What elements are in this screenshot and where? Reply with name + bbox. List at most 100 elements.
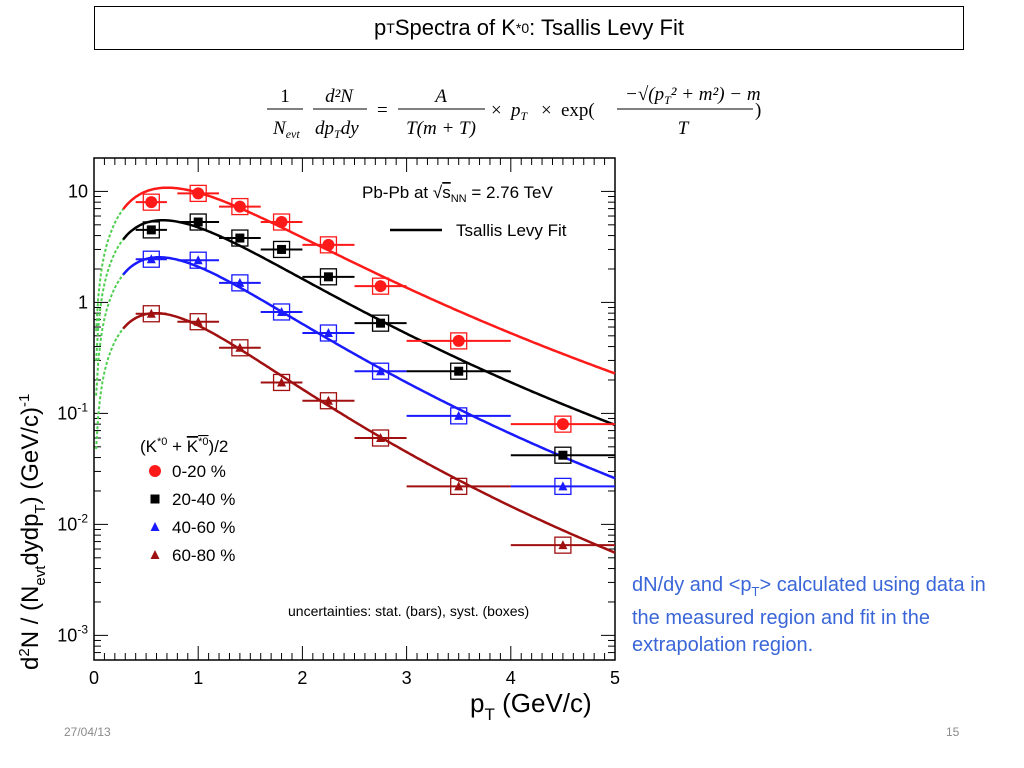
side-note-post: > calculated using data in the measured …: [632, 574, 986, 656]
legend-items: 0-20 % 20-40 % 40-60 % 60-80 %: [149, 462, 235, 565]
formula-pt: pT: [509, 100, 529, 123]
data-point: [235, 233, 245, 243]
syst-box: [272, 240, 291, 259]
syst-box: [450, 407, 468, 425]
syst-box: [231, 339, 249, 357]
y-tick-label: 10-1: [57, 400, 88, 423]
page-number: 15: [946, 725, 960, 739]
data-point: [146, 308, 156, 318]
formula-lhs-num: 1: [280, 86, 290, 107]
footer-date: 27/04/13: [64, 725, 111, 739]
syst-box: [319, 268, 338, 286]
formula-lhs-den: Nevt: [272, 118, 300, 141]
legend-label: 60-80 %: [172, 546, 235, 565]
side-note-sub: T: [751, 584, 760, 599]
data-point: [376, 318, 386, 328]
data-point: [558, 540, 568, 550]
syst-box: [554, 415, 572, 433]
syst-box: [231, 274, 249, 292]
syst-box: [142, 193, 160, 211]
legend-marker: [150, 494, 160, 504]
syst-box: [554, 536, 572, 554]
syst-box: [189, 184, 207, 203]
syst-box: [371, 429, 390, 447]
data-point: [454, 410, 464, 420]
syst-box: [231, 229, 249, 247]
data-point: [277, 244, 287, 254]
extrapolation-curve-3: [95, 325, 127, 450]
data-point: [322, 238, 335, 251]
data-point: [454, 481, 464, 491]
syst-box: [231, 197, 249, 216]
data-point: [277, 306, 287, 316]
data-point: [556, 418, 569, 431]
formula-rhs-den: T(m + T): [406, 118, 476, 139]
data-point: [374, 280, 387, 293]
side-note-pre: dN/dy and <p: [632, 574, 752, 596]
formula-times-2: ×: [541, 100, 552, 121]
syst-box: [554, 477, 572, 496]
formula-exp-num: −√(pT² + m²) − m: [625, 84, 761, 107]
legend-marker: [149, 465, 161, 477]
extrapolation-curve-1: [95, 236, 127, 361]
legend-marker: [150, 522, 160, 531]
formula-rhs-num: A: [433, 86, 447, 107]
formula-exp-den: T: [678, 118, 690, 139]
syst-box: [450, 362, 468, 380]
data-point: [452, 334, 465, 347]
title-mid: Spectra of K: [394, 15, 516, 40]
data-point: [192, 187, 205, 200]
y-tick-label: 1: [78, 292, 88, 312]
legend-title: (K*0 + K*0)/2: [140, 436, 228, 456]
data-point: [275, 216, 288, 229]
pt-spectra-chart: 0 1 2 3 4 5 10-3 10-2 10-1 1 10 Pb-Pb at √sNN = 2.…: [16, 157, 620, 724]
extrapolation-curve-2: [95, 271, 127, 396]
x-tick-label: 2: [297, 668, 307, 688]
extrapolation-curve-0: [95, 205, 127, 332]
syst-box: [142, 221, 160, 239]
plot-area: 0 1 2 3 4 5 10-3 10-2 10-1 1 10: [57, 157, 620, 688]
syst-box: [554, 446, 572, 464]
data-point: [233, 200, 246, 213]
formula-exp-close: ): [755, 100, 761, 121]
x-tick-label: 4: [506, 668, 516, 688]
data-point: [146, 225, 156, 235]
syst-box: [319, 392, 338, 410]
data-point: [193, 217, 203, 227]
syst-box: [272, 303, 291, 321]
syst-box: [371, 314, 390, 332]
formula-exp: exp(: [561, 100, 595, 121]
syst-box: [189, 251, 207, 269]
legend-marker: [150, 550, 160, 559]
data-point: [146, 254, 156, 264]
data-point: [558, 481, 568, 491]
data-point: [558, 450, 568, 460]
syst-box: [272, 213, 291, 231]
syst-box: [371, 277, 390, 295]
y-tick-label: 10: [68, 181, 88, 201]
data-point: [376, 366, 386, 376]
x-tick-label: 1: [193, 668, 203, 688]
y-tick-label: 10-3: [57, 622, 88, 645]
uncertainty-note: uncertainties: stat. (bars), syst. (boxe…: [288, 603, 529, 619]
legend-label: 40-60 %: [172, 518, 235, 537]
legend-label: 0-20 %: [172, 462, 226, 481]
side-note: dN/dy and <pT> calculated using data in …: [632, 572, 1017, 659]
formula-equals: =: [377, 100, 388, 121]
title-sub: T: [386, 20, 395, 36]
title-p: p: [374, 15, 387, 40]
data-point: [193, 255, 203, 265]
syst-box: [371, 362, 390, 380]
syst-box: [450, 332, 468, 350]
x-axis-label: pT (GeV/c): [470, 688, 592, 724]
fit-curve-0: [122, 186, 616, 375]
x-tick-label: 3: [402, 668, 412, 688]
fit-legend-label: Tsallis Levy Fit: [456, 221, 567, 240]
title-end: : Tsallis Levy Fit: [529, 15, 684, 40]
syst-box: [450, 477, 468, 496]
formula-deriv-den: dpTdy: [315, 118, 359, 141]
data-point: [323, 328, 333, 338]
syst-box: [189, 313, 207, 331]
syst-box: [142, 305, 160, 323]
